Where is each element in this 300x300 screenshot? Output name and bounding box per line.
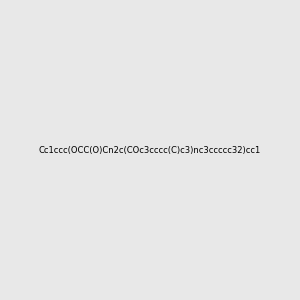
Text: Cc1ccc(OCC(O)Cn2c(COc3cccc(C)c3)nc3ccccc32)cc1: Cc1ccc(OCC(O)Cn2c(COc3cccc(C)c3)nc3ccccc… [39, 146, 261, 154]
